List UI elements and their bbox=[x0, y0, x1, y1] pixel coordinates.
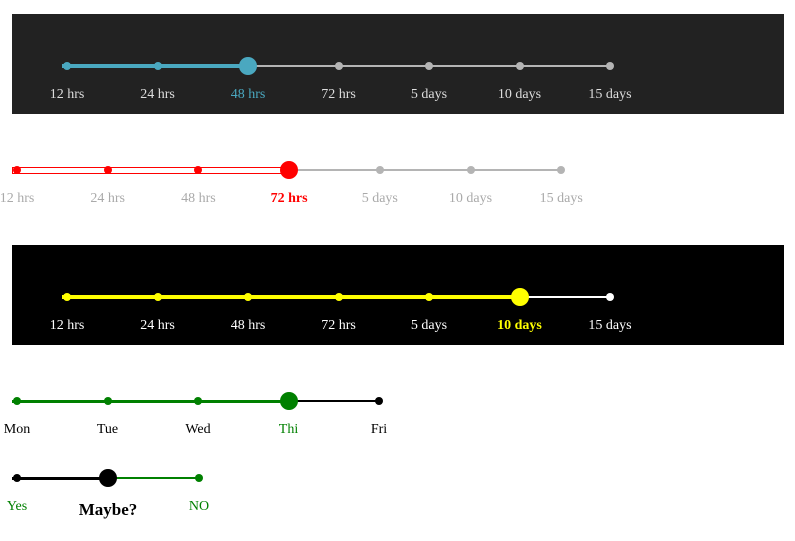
slider-step-label[interactable]: 24 hrs bbox=[140, 318, 175, 333]
slider-step-dot[interactable] bbox=[13, 397, 21, 405]
slider-handle[interactable] bbox=[510, 288, 529, 306]
slider-step-dot[interactable] bbox=[63, 62, 71, 70]
slider-step-dot[interactable] bbox=[63, 293, 71, 301]
slider-step-label[interactable]: 10 days bbox=[497, 318, 542, 333]
slider-step-label[interactable]: 12 hrs bbox=[0, 191, 35, 206]
slider-step-label[interactable]: 15 days bbox=[539, 191, 583, 206]
slider-step-label[interactable]: 72 hrs bbox=[270, 191, 308, 206]
slider-track-fill bbox=[12, 476, 108, 480]
slider-step-label[interactable]: 12 hrs bbox=[49, 87, 85, 102]
slider-step-dot[interactable] bbox=[466, 166, 475, 174]
slider-step-dot[interactable] bbox=[13, 166, 21, 174]
slider-step-label[interactable]: 48 hrs bbox=[230, 87, 266, 102]
slider-step-label[interactable]: 10 days bbox=[448, 191, 493, 206]
slider-step-label[interactable]: 72 hrs bbox=[321, 318, 356, 333]
slider-step-label[interactable]: 10 days bbox=[497, 87, 542, 102]
slider-track-fill bbox=[12, 166, 290, 174]
slider-step-label[interactable]: Fri bbox=[370, 422, 388, 437]
slider-step-label[interactable]: Mon bbox=[3, 422, 31, 437]
slider-step-dot[interactable] bbox=[153, 62, 162, 70]
slider-step-dot[interactable] bbox=[606, 62, 614, 70]
slider-handle[interactable] bbox=[239, 57, 257, 75]
slider-step-dot[interactable] bbox=[334, 293, 343, 301]
slider-step-label[interactable]: 48 hrs bbox=[181, 191, 216, 206]
slider-step-dot[interactable] bbox=[375, 166, 384, 174]
slider-step-dot[interactable] bbox=[515, 62, 524, 70]
slider-step-dot[interactable] bbox=[194, 397, 202, 405]
slider-step-dot[interactable] bbox=[334, 62, 343, 70]
slider-step-dot[interactable] bbox=[195, 474, 203, 482]
slider-step-dot[interactable] bbox=[244, 293, 252, 301]
slider-step-dot[interactable] bbox=[103, 397, 112, 405]
slider-step-label[interactable]: 72 hrs bbox=[321, 87, 356, 102]
slider-step-label[interactable]: 24 hrs bbox=[140, 87, 175, 102]
slider-step-label[interactable]: 48 hrs bbox=[230, 318, 266, 333]
slider-track-fill bbox=[62, 295, 520, 299]
slider-step-dot[interactable] bbox=[103, 166, 112, 174]
slider-step-label[interactable]: Yes bbox=[6, 499, 28, 514]
slider-step-label[interactable]: 12 hrs bbox=[49, 318, 85, 333]
slider-step-dot[interactable] bbox=[606, 293, 614, 301]
slider-step-label[interactable]: NO bbox=[188, 499, 210, 514]
slider-step-label[interactable]: Thi bbox=[278, 422, 299, 437]
slider-step-label[interactable]: 24 hrs bbox=[90, 191, 125, 206]
slider-step-dot[interactable] bbox=[425, 62, 433, 70]
slider-step-dot[interactable] bbox=[425, 293, 433, 301]
slider-step-label[interactable]: 15 days bbox=[588, 318, 632, 333]
slider-step-label[interactable]: Tue bbox=[96, 422, 119, 437]
slider-step-label[interactable]: 5 days bbox=[410, 87, 448, 102]
slider-step-dot[interactable] bbox=[13, 474, 21, 482]
slider-handle[interactable] bbox=[99, 469, 117, 487]
slider-step-label[interactable]: 5 days bbox=[361, 191, 398, 206]
slider-step-label[interactable]: Maybe? bbox=[78, 500, 138, 519]
slider-handle[interactable] bbox=[279, 392, 298, 410]
slider-step-label[interactable]: Wed bbox=[185, 422, 211, 437]
slider-step-label[interactable]: 5 days bbox=[410, 318, 448, 333]
slider-step-dot[interactable] bbox=[375, 397, 383, 405]
slider-step-label[interactable]: 15 days bbox=[588, 87, 632, 102]
slider-step-dot[interactable] bbox=[557, 166, 566, 174]
slider-step-dot[interactable] bbox=[194, 166, 203, 174]
slider-handle[interactable] bbox=[280, 161, 299, 179]
slider-track-fill bbox=[12, 399, 289, 403]
slider-step-dot[interactable] bbox=[153, 293, 162, 301]
